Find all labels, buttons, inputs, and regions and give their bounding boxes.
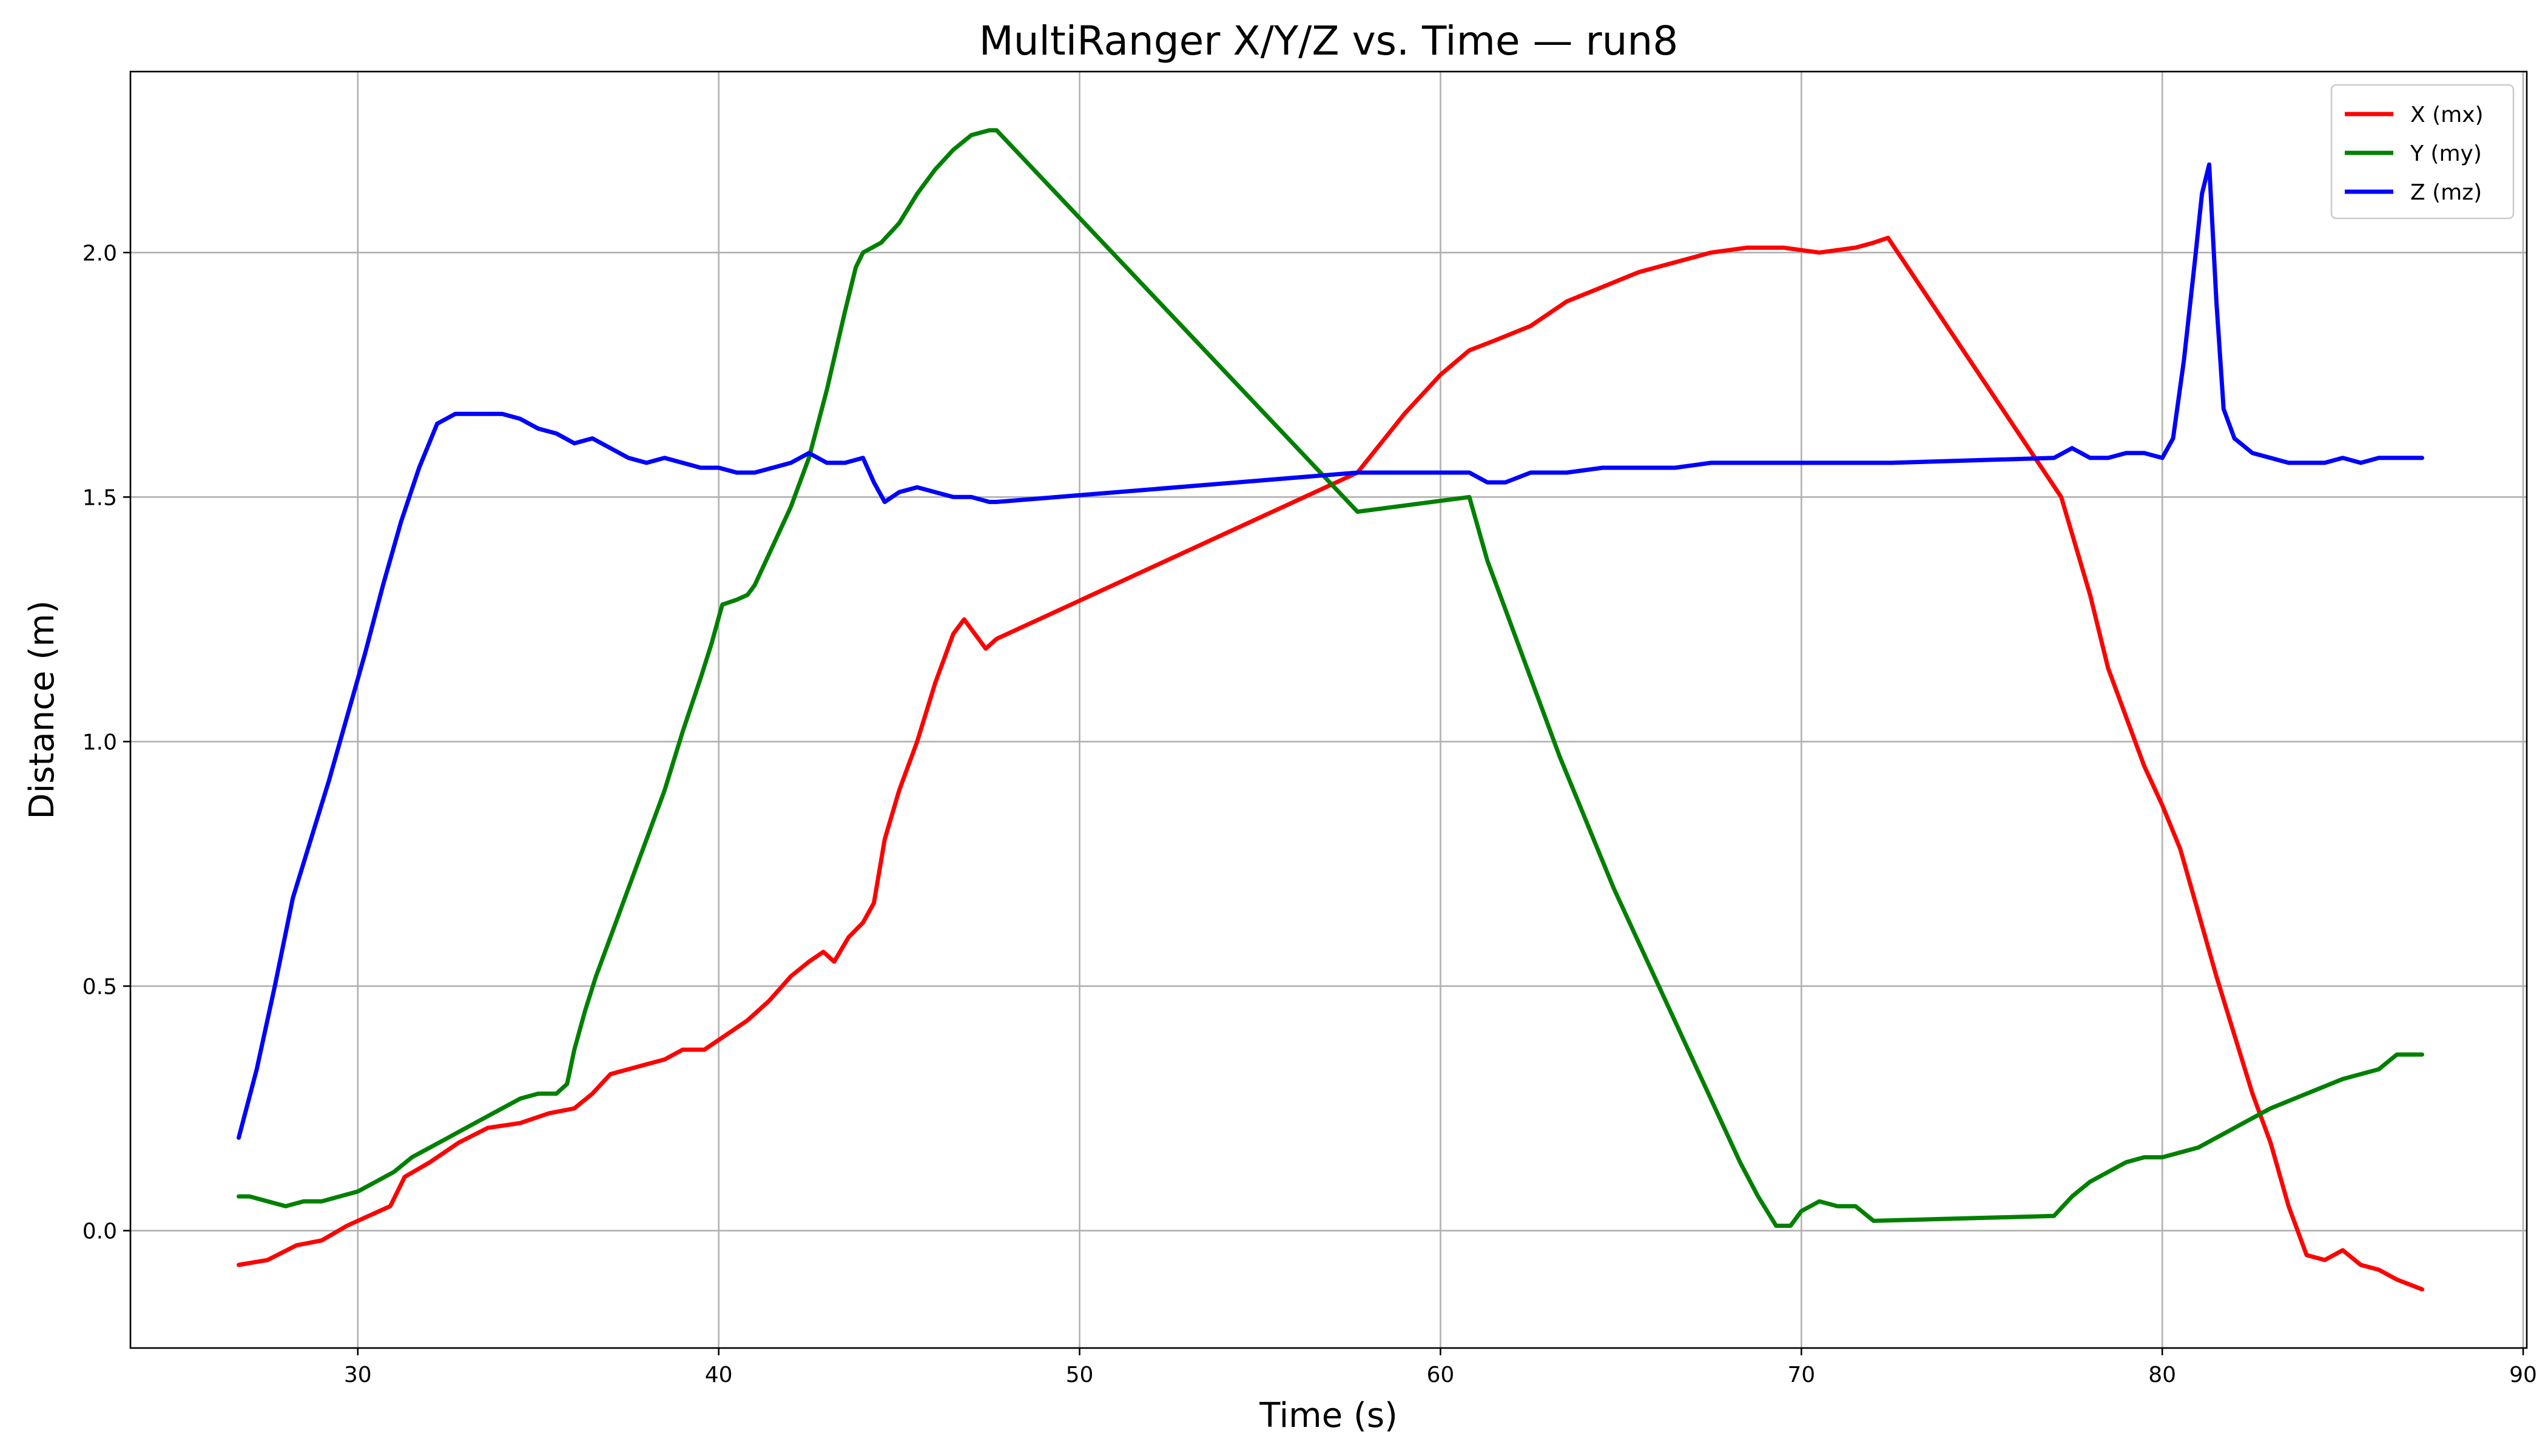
x-tick-label: 80 bbox=[2148, 1363, 2176, 1387]
series-line-x bbox=[237, 235, 2424, 1292]
y-tick-label: 2.0 bbox=[83, 241, 117, 266]
series-lines bbox=[237, 128, 2424, 1292]
x-axis-label: Time (s) bbox=[1259, 1396, 1398, 1435]
series-line-z bbox=[237, 162, 2424, 1140]
y-axis-label: Distance (m) bbox=[22, 601, 62, 820]
plot-frame bbox=[129, 70, 2528, 1349]
series-line-y bbox=[237, 128, 2424, 1228]
legend: X (mx) Y (my) Z (mz) bbox=[2330, 84, 2515, 220]
x-tick-label: 90 bbox=[2509, 1363, 2537, 1387]
x-tick-label: 70 bbox=[1787, 1363, 1815, 1387]
x-tick-label: 50 bbox=[1066, 1363, 1094, 1387]
x-tick-label: 40 bbox=[705, 1363, 733, 1387]
legend-box bbox=[2330, 84, 2515, 220]
y-tick-label: 0.5 bbox=[83, 974, 117, 999]
legend-entry-label: Y (my) bbox=[2410, 141, 2482, 166]
grid bbox=[130, 72, 2527, 1348]
chart-title: MultiRanger X/Y/Z vs. Time — run8 bbox=[979, 18, 1679, 64]
legend-entry-label: Z (mz) bbox=[2410, 180, 2482, 205]
y-tick-label: 1.0 bbox=[83, 730, 117, 755]
x-tick-label: 30 bbox=[344, 1363, 372, 1387]
y-tick-label: 0.0 bbox=[83, 1219, 117, 1244]
x-tick-label: 60 bbox=[1427, 1363, 1455, 1387]
axis-ticks: 30 40 50 60 70 80 90 0.0 0.5 1.0 1.5 2.0 bbox=[83, 241, 2537, 1387]
legend-entry-label: X (mx) bbox=[2410, 103, 2484, 127]
y-tick-label: 1.5 bbox=[83, 485, 117, 510]
